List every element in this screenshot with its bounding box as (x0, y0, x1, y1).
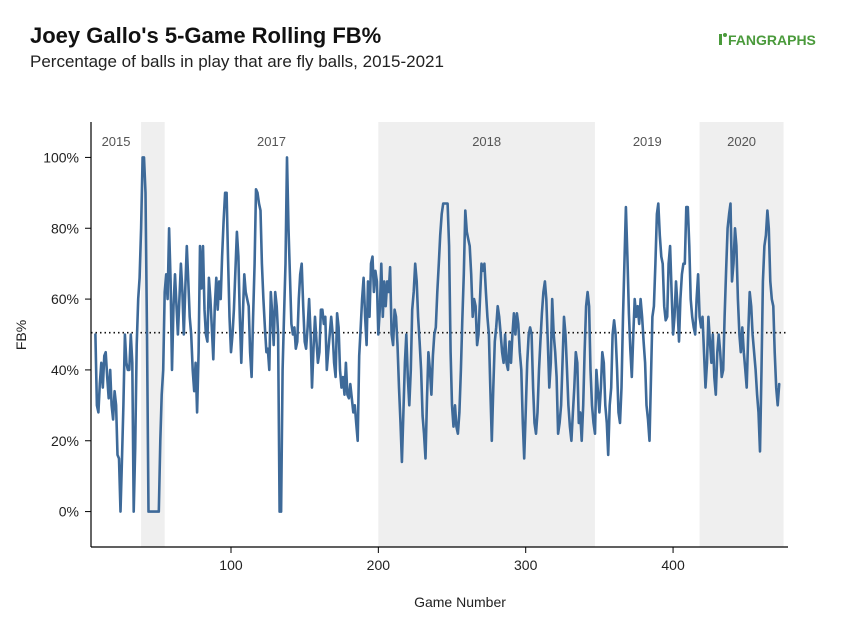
season-label-2015: 2015 (102, 134, 131, 149)
series-line-0 (94, 156, 781, 513)
fangraphs-wordmark: FANGRAPHS (728, 32, 816, 48)
chart-subtitle: Percentage of balls in play that are fly… (30, 52, 444, 71)
season-label-2020: 2020 (727, 134, 756, 149)
season-label-2017: 2017 (257, 134, 286, 149)
y-tick-label: 60% (51, 291, 79, 307)
y-axis-ticks: 0% 20% 40% 60% 80% 100% (43, 149, 91, 520)
x-tick-label: 300 (514, 557, 538, 573)
fangraphs-bat-icon (719, 33, 727, 45)
season-labels: 2015 2017 2018 2019 2020 (102, 134, 756, 149)
chart-title: Joey Gallo's 5-Game Rolling FB% (30, 23, 381, 48)
x-axis-ticks: 100 200 300 400 (219, 547, 685, 573)
x-tick-label: 100 (219, 557, 243, 573)
y-tick-label: 20% (51, 433, 79, 449)
y-tick-label: 40% (51, 362, 79, 378)
y-tick-label: 0% (59, 504, 79, 520)
series-group (94, 156, 781, 513)
y-tick-label: 80% (51, 220, 79, 236)
fangraphs-logo: FANGRAPHS (719, 32, 816, 48)
y-tick-label: 100% (43, 149, 79, 165)
x-tick-label: 400 (661, 557, 685, 573)
x-tick-label: 200 (367, 557, 391, 573)
season-label-2018: 2018 (472, 134, 501, 149)
season-band-2018 (378, 122, 595, 547)
x-axis-label: Game Number (414, 594, 506, 610)
y-axis-label: FB% (13, 320, 29, 350)
season-label-2019: 2019 (633, 134, 662, 149)
